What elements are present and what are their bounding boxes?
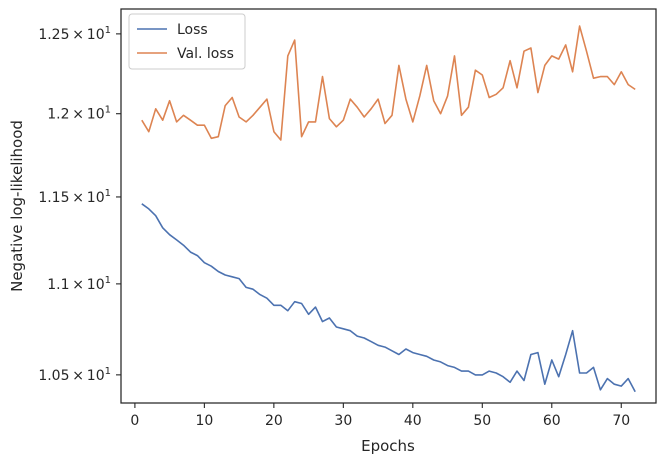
x-tick-label: 50 xyxy=(473,413,491,429)
legend-label-loss: Loss xyxy=(177,22,208,38)
y-tick-label: 1.05 × 101 xyxy=(38,366,111,384)
series-layer xyxy=(141,25,636,393)
x-tick-label: 10 xyxy=(195,413,213,429)
series-line-loss xyxy=(141,203,636,393)
legend-box xyxy=(128,13,246,70)
legend-label-val-loss: Val. loss xyxy=(177,46,234,62)
x-tick-label: 0 xyxy=(130,413,139,429)
x-tick-label: 70 xyxy=(612,413,630,429)
y-tick-label: 1.25 × 101 xyxy=(38,25,111,43)
plot-frame xyxy=(120,8,657,404)
y-axis-title: Negative log-likelihood xyxy=(8,120,26,292)
x-axis: 0 10 20 30 40 50 60 70 xyxy=(130,403,630,429)
x-tick-label: 30 xyxy=(334,413,352,429)
x-tick-label: 60 xyxy=(543,413,561,429)
y-axis: 1.05 × 101 1.1 × 101 1.15 × 101 1.2 × 101 1.… xyxy=(38,25,121,384)
series-line-val-loss xyxy=(141,25,636,141)
x-axis-title: Epochs xyxy=(361,437,415,455)
y-tick-label: 1.15 × 101 xyxy=(38,188,111,206)
x-tick-label: 20 xyxy=(265,413,283,429)
legend: Loss Val. loss xyxy=(128,13,246,70)
x-tick-label: 40 xyxy=(404,413,422,429)
y-tick-label: 1.2 × 101 xyxy=(47,105,111,123)
y-tick-label: 1.1 × 101 xyxy=(47,275,111,293)
